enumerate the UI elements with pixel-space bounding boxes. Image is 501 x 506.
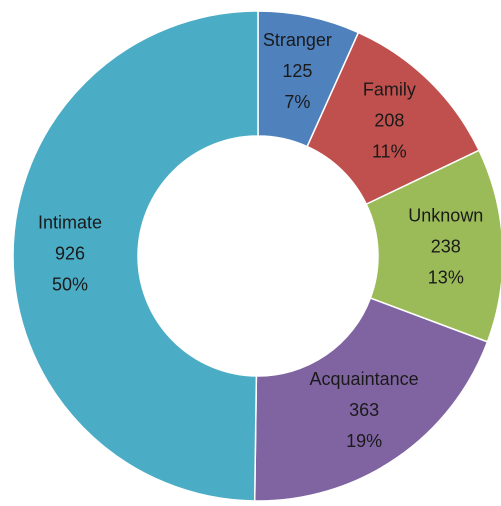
slice-label: Acquaintance: [310, 369, 419, 389]
slice-label: Stranger: [263, 30, 332, 50]
slice: [365, 149, 501, 343]
percent-label: 13%: [428, 267, 464, 287]
value-label: 208: [374, 110, 404, 130]
slice-label: Family: [363, 79, 416, 99]
slice-label: Intimate: [38, 212, 102, 232]
percent-label: 50%: [52, 274, 88, 294]
percent-label: 11%: [372, 141, 407, 161]
value-label: 238: [431, 236, 461, 256]
percent-label: 7%: [284, 92, 310, 112]
percent-label: 19%: [346, 431, 382, 451]
slice: [12, 10, 259, 502]
value-label: 125: [282, 61, 312, 81]
slice: [253, 297, 489, 502]
value-label: 926: [55, 243, 85, 263]
slice-label: Unknown: [408, 205, 483, 225]
value-label: 363: [349, 400, 379, 420]
